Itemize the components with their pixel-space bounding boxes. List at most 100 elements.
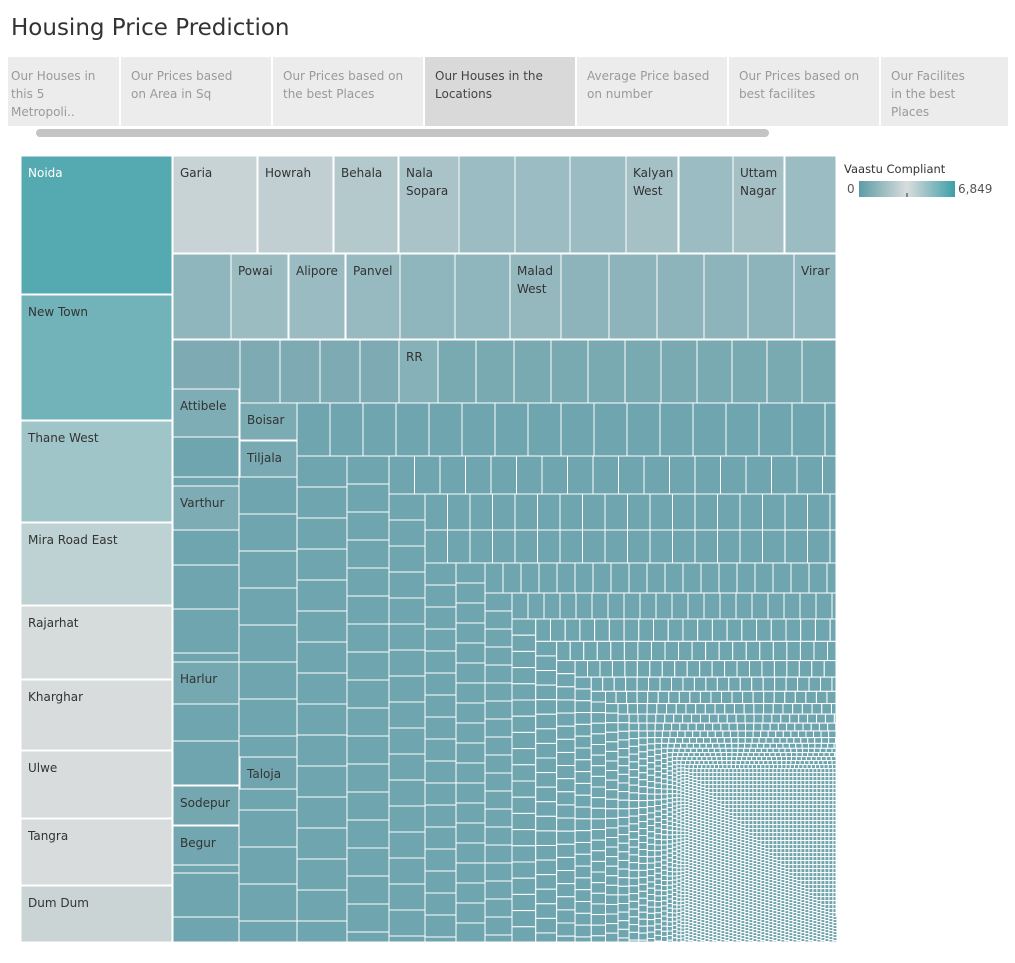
treemap-cell [605,913,619,925]
treemap-cell [511,748,537,766]
treemap-cell [279,339,321,404]
treemap-cell [700,940,706,943]
treemap-cell [772,824,778,830]
treemap-cell [676,797,682,802]
tab[interactable] [8,57,119,126]
treemap-cell [796,800,802,806]
treemap-cell [590,850,607,862]
treemap-cell [737,730,747,739]
treemap-cell [784,836,790,842]
treemap-cell [788,864,794,870]
treemap-cell [824,788,830,794]
treemap-cell [788,844,794,850]
tab[interactable] [729,57,879,126]
tab[interactable] [881,57,1008,126]
treemap-cell [784,820,790,826]
treemap-cell [666,747,674,754]
treemap-cell [752,812,758,818]
treemap-cell [816,864,822,870]
treemap-cell [674,660,688,678]
treemap-cell [724,800,730,806]
treemap-cell [638,932,648,941]
treemap-cell [748,940,754,943]
treemap-cell [752,788,758,794]
treemap-cell [788,836,794,842]
treemap-cell [732,776,738,782]
treemap-cell [772,640,788,662]
treemap-cell [744,768,750,774]
treemap-cell [796,840,802,846]
treemap-cell [828,864,834,870]
treemap-cell [804,868,810,874]
treemap-cell [769,752,776,758]
treemap-cell [792,864,798,870]
treemap-cell [776,828,782,834]
treemap-cell [739,676,753,692]
treemap-cell [716,756,723,762]
treemap-cell [424,694,457,718]
treemap-cell [762,493,786,531]
treemap-cell [638,779,648,788]
treemap-cell [511,764,537,782]
treemap-cell [744,742,752,749]
treemap-cell [820,780,826,786]
treemap-cell [666,770,673,776]
treemap-cell [680,900,686,906]
treemap-cell [824,816,830,822]
treemap-cell [830,756,837,762]
treemap-cell [788,820,794,826]
treemap-cell [744,800,750,806]
treemap-cell [780,828,786,834]
tab[interactable] [273,57,423,126]
treemap-cell [804,876,810,882]
treemap-cell [660,915,668,922]
treemap-cell [762,529,786,564]
tab-scrollbar[interactable] [36,129,769,137]
treemap-cell [800,796,806,802]
treemap-cell [756,768,762,774]
tab[interactable] [425,57,575,126]
treemap-cell [671,764,678,770]
treemap-cell [780,792,786,798]
tab[interactable] [121,57,271,126]
treemap-cell [671,817,678,823]
treemap-cell [567,455,594,495]
treemap-cell [756,772,762,778]
treemap-cell [804,816,810,822]
treemap-cell [646,881,656,889]
treemap-cell [756,824,762,830]
treemap-cell [740,780,746,786]
treemap-cell [556,922,576,937]
treemap-cell [824,844,830,850]
treemap-cell [752,792,758,798]
treemap-cell [752,804,758,810]
treemap-cell [784,812,790,818]
treemap-cell [772,804,778,810]
treemap-cell [792,808,798,814]
treemap-cell [712,792,718,798]
treemap-cell [346,567,390,597]
treemap-cell [172,740,240,786]
treemap-cell [646,868,656,877]
treemap-cell [574,747,592,761]
treemap-cell [535,713,558,730]
treemap-cell [807,747,815,754]
treemap-cell [796,816,802,822]
treemap-cell [772,796,778,802]
treemap-cell [676,771,682,776]
treemap-cell [678,155,734,254]
treemap-cell [732,640,747,662]
treemap-cell [804,788,810,794]
treemap-cell [296,641,348,674]
treemap-cell [638,883,648,892]
treemap-cell [832,772,837,778]
tab[interactable] [577,57,727,126]
treemap-cell [808,808,814,814]
cell-label: Nala Sopara [406,166,448,198]
treemap-cell [760,800,766,806]
treemap-cell [484,664,513,684]
treemap-cell [700,562,720,594]
cell-label: Harlur [180,672,217,686]
treemap-cell [761,756,768,762]
treemap-cell [760,780,766,786]
